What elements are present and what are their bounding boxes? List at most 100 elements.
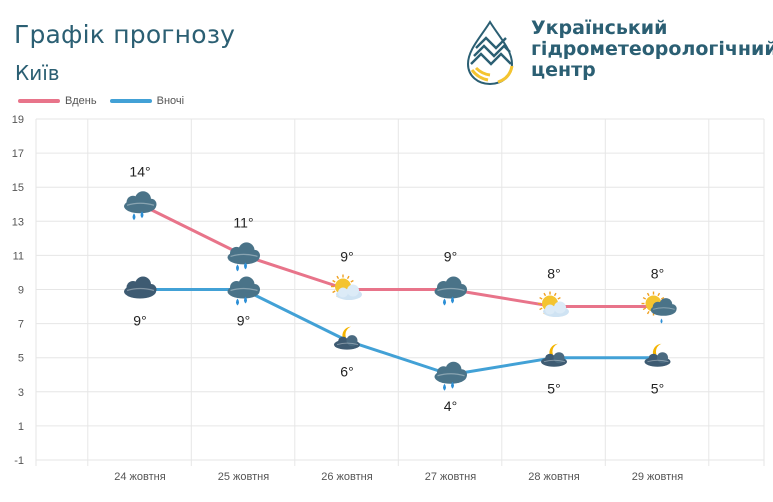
rain-drop [236, 298, 239, 306]
moon-cloud-icon [541, 343, 567, 367]
x-tick-label: 26 жовтня [321, 471, 372, 483]
y-tick-label: -1 [14, 455, 24, 467]
y-tick-label: 7 [18, 319, 24, 331]
sun-ray [539, 307, 543, 311]
y-tick-label: 5 [18, 353, 24, 365]
y-tick-label: 11 [13, 250, 24, 262]
sun-ray [646, 310, 650, 315]
data-label: 4° [444, 398, 457, 414]
sun-ray [336, 275, 340, 280]
cloud-highlight [126, 287, 155, 292]
cloud-highlight [543, 359, 566, 363]
data-label: 9° [444, 249, 457, 265]
data-label: 11° [233, 214, 253, 230]
legend-swatch-night [109, 99, 152, 104]
org-name-line: центр [531, 59, 596, 81]
y-tick-label: 3 [18, 387, 24, 399]
legend-label-night: Вночі [156, 95, 185, 108]
chart-legend: Вдень Вночі [18, 95, 194, 107]
cloud-shape [554, 301, 566, 314]
cloud-highlight [437, 287, 465, 292]
data-label: 5° [651, 381, 664, 397]
cloud-shape [456, 369, 467, 381]
data-label: 8° [547, 266, 560, 282]
org-name-line: гідрометеорологічний [531, 38, 773, 60]
cloud-highlight [336, 342, 359, 346]
sun-ray [543, 292, 547, 297]
cloud-shape [648, 353, 659, 364]
sun-cloud-rain-icon [641, 291, 677, 324]
data-label: 9° [237, 313, 250, 329]
cloud-shape [545, 353, 555, 364]
cloud-highlight [652, 307, 675, 310]
rain-drop [660, 318, 663, 324]
legend-item-night[interactable]: Вночі [109, 95, 185, 108]
x-tick-label: 29 жовтня [632, 471, 683, 483]
cloud-shape [545, 304, 555, 315]
data-label: 8° [651, 266, 664, 282]
legend-label-day: Вдень [65, 95, 97, 108]
x-tick-label: 28 жовтня [528, 471, 579, 483]
sun-ray [346, 275, 350, 280]
ugmc-logo-icon [466, 20, 514, 86]
series-line-day [139, 202, 658, 309]
data-label: 5° [547, 381, 560, 397]
sun-ray [553, 292, 557, 297]
rain-drop [451, 296, 454, 304]
cloud-shape [338, 336, 348, 347]
x-tick-label: 25 жовтня [218, 471, 269, 483]
cloud-highlight [230, 287, 258, 292]
cloud-rain-icon [434, 361, 467, 391]
sun-ray [332, 290, 336, 294]
rain-drop [244, 296, 247, 304]
y-tick-label: 13 [12, 216, 24, 228]
org-name: Український гідрометеорологічний центр [531, 18, 773, 81]
sun-ray [642, 307, 647, 311]
sun-ray [557, 296, 561, 300]
cloud-shape [145, 284, 157, 295]
cloud-shape [553, 352, 565, 364]
sun-ray [660, 296, 665, 300]
sun-ray [332, 279, 336, 283]
cloud-shape [145, 198, 157, 210]
cloud-highlight [437, 373, 465, 377]
rain-drop [140, 211, 144, 219]
legend-item-day[interactable]: Вдень [18, 95, 97, 107]
sun-ray [350, 279, 354, 283]
moon-cloud-icon [334, 326, 360, 350]
sun-ray [646, 292, 650, 297]
sun-ray [539, 296, 543, 300]
cloud-rain-icon [434, 276, 467, 306]
data-label: 9° [133, 313, 146, 329]
x-tick-label: 24 жовтня [114, 471, 165, 483]
cloud-highlight [126, 202, 155, 206]
rain-drop [443, 298, 446, 306]
rain-drop [244, 262, 247, 270]
data-label: 6° [340, 364, 353, 380]
rain-drop [443, 383, 446, 391]
moon-cloud-icon [644, 343, 671, 367]
org-name-line: Український [531, 17, 668, 39]
data-label: 9° [340, 249, 353, 265]
y-tick-label: 1 [18, 421, 24, 433]
cloud-shape [347, 284, 359, 297]
cloud-shape [657, 352, 668, 364]
cloud-rain-icon [227, 276, 260, 306]
sun-cloud-icon [331, 274, 362, 300]
city-name: Київ [15, 61, 60, 85]
y-tick-label: 17 [12, 148, 24, 160]
cloud-shape [667, 304, 677, 313]
x-tick-label: 27 жовтня [425, 471, 476, 483]
series-line-night [140, 288, 658, 377]
cloud-dark-icon [124, 276, 157, 299]
cloud-shape [338, 287, 348, 298]
sun-cloud-icon [538, 291, 569, 318]
sun-ray [642, 296, 647, 300]
cloud-group [650, 298, 677, 316]
y-tick-label: 19 [12, 114, 24, 126]
sun-ray [657, 292, 661, 297]
page-title: Графік прогнозу [14, 20, 236, 49]
y-tick-label: 15 [12, 182, 24, 194]
rain-drop [451, 381, 454, 389]
